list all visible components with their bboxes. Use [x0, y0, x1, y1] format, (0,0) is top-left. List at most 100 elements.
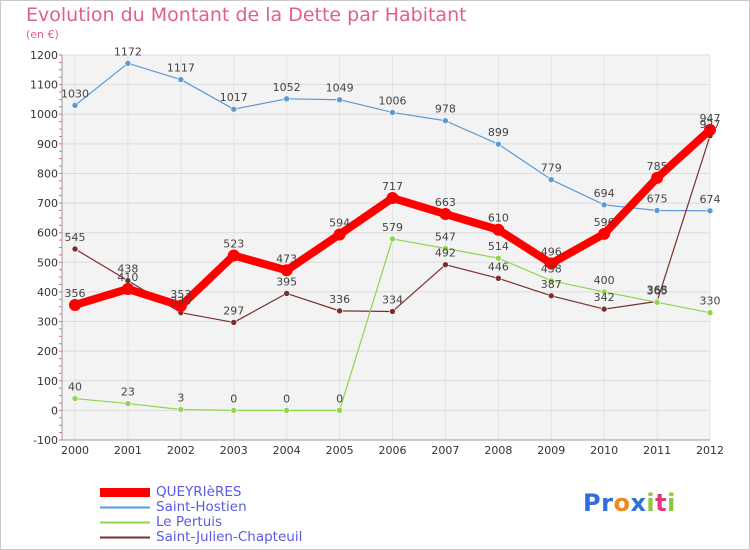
legend-item-saint-julien-chapteuil: Saint-Julien-Chapteuil	[100, 530, 302, 545]
data-point	[442, 245, 449, 252]
data-point	[600, 288, 608, 296]
data-label: 330	[170, 295, 191, 308]
x-tick-label: 2004	[273, 444, 301, 457]
legend-item-saint-hostien: Saint-Hostien	[100, 500, 302, 515]
data-point	[495, 274, 502, 282]
data-point	[336, 407, 343, 414]
data-point	[71, 245, 79, 253]
data-label: 330	[700, 295, 721, 308]
data-point	[283, 95, 290, 103]
data-label: 594	[329, 216, 350, 229]
y-tick-label: 200	[37, 345, 58, 358]
data-point	[598, 227, 611, 240]
data-point	[495, 140, 502, 148]
data-point	[333, 228, 346, 241]
data-label: 1006	[379, 94, 407, 107]
data-label: 0	[283, 392, 290, 405]
data-label: 717	[382, 180, 403, 193]
data-label: 0	[230, 392, 237, 405]
data-label: 446	[488, 260, 509, 273]
y-tick-label: 700	[37, 197, 58, 210]
y-tick-label: 1100	[30, 79, 58, 92]
data-label: 1172	[114, 45, 142, 58]
data-point	[547, 277, 555, 284]
legend-swatch-saint-julien-chapteuil	[100, 536, 150, 539]
data-point	[704, 123, 716, 136]
data-point	[386, 192, 399, 205]
y-tick-label: 0	[51, 404, 58, 417]
data-point	[336, 96, 343, 104]
data-label: 40	[68, 381, 82, 394]
chart-legend: QUEYRIèRES Saint-Hostien Le Pertuis Sain…	[100, 485, 302, 545]
data-point	[653, 298, 661, 306]
y-tick-label: -100	[33, 434, 58, 447]
data-point	[547, 176, 555, 183]
data-point	[174, 299, 187, 312]
data-point	[124, 400, 132, 407]
data-point	[230, 407, 238, 414]
data-label: 342	[594, 291, 615, 304]
data-label: 547	[435, 230, 456, 243]
data-label: 674	[700, 193, 721, 206]
legend-item-queyrieres: QUEYRIèRES	[100, 485, 302, 500]
x-tick-label: 2003	[220, 444, 248, 457]
x-tick-label: 2008	[484, 444, 512, 457]
x-tick-label: 2005	[326, 444, 354, 457]
data-label: 395	[276, 275, 297, 288]
data-point	[230, 319, 238, 326]
data-label: 927	[700, 118, 721, 131]
data-label: 579	[382, 221, 403, 234]
data-label: 438	[541, 263, 562, 276]
data-label: 410	[117, 271, 138, 284]
chart-subtitle: (en €)	[26, 28, 59, 41]
data-label: 1117	[167, 62, 195, 75]
data-point	[600, 305, 608, 313]
data-point	[600, 201, 608, 209]
data-point	[71, 395, 79, 402]
logo-letter: i	[646, 489, 656, 517]
data-point	[121, 282, 134, 295]
y-tick-label: 1000	[30, 108, 58, 121]
data-point	[495, 254, 502, 262]
legend-swatch-saint-hostien	[100, 506, 150, 509]
data-point	[651, 171, 664, 184]
data-point	[442, 261, 449, 268]
proxiti-logo: Proxiti	[583, 489, 676, 517]
legend-swatch-queyrieres	[100, 488, 150, 497]
data-point	[227, 249, 240, 262]
data-label: 947	[700, 112, 721, 125]
logo-letter: t	[655, 489, 668, 517]
data-point	[653, 207, 661, 214]
x-tick-label: 2011	[643, 444, 671, 457]
data-point	[124, 59, 132, 67]
y-tick-label: 1200	[30, 49, 58, 62]
data-point	[280, 264, 293, 277]
data-label: 387	[541, 278, 562, 291]
y-tick-label: 300	[37, 316, 58, 329]
data-point	[547, 292, 555, 300]
x-tick-label: 2010	[590, 444, 618, 457]
data-point	[389, 109, 396, 116]
data-point	[336, 307, 343, 315]
y-tick-label: 800	[37, 167, 58, 180]
x-tick-label: 2001	[114, 444, 142, 457]
legend-label-queyrieres: QUEYRIèRES	[156, 484, 242, 500]
data-label: 353	[170, 288, 191, 301]
y-tick-label: 100	[37, 375, 58, 388]
data-point	[389, 235, 396, 243]
data-label: 514	[488, 240, 509, 253]
logo-letter: P	[583, 489, 602, 517]
data-label: 545	[65, 231, 86, 244]
data-label: 694	[594, 187, 615, 200]
x-tick-label: 2000	[61, 444, 89, 457]
data-point	[71, 102, 79, 109]
data-label: 334	[382, 293, 403, 306]
plot-area	[62, 55, 710, 440]
data-label: 899	[488, 126, 509, 139]
data-label: 365	[647, 284, 668, 297]
logo-letter: i	[667, 489, 676, 517]
data-point	[706, 207, 714, 215]
data-label: 1030	[61, 87, 89, 100]
legend-label-saint-hostien: Saint-Hostien	[156, 499, 247, 515]
data-label: 523	[223, 237, 244, 250]
